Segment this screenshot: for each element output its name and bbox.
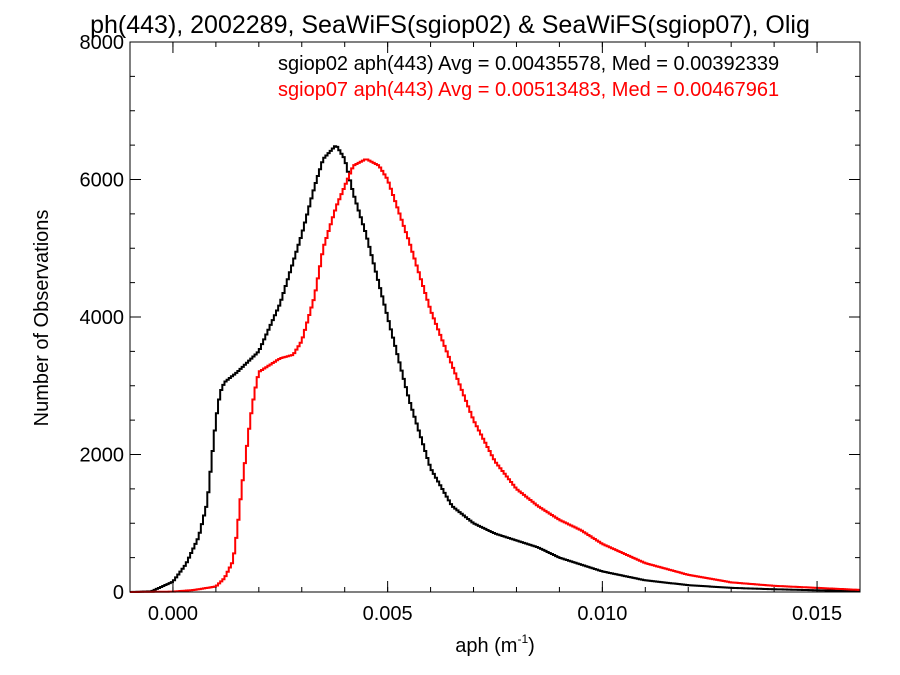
y-tick-label: 2000: [80, 445, 125, 467]
x-axis-label-superscript: -1: [517, 632, 528, 646]
series-line-2: [130, 158, 860, 593]
y-tick-label: 4000: [80, 307, 125, 329]
series-layer: [130, 145, 860, 593]
x-tick-label: 0.005: [363, 603, 413, 625]
x-axis-label-close: ): [528, 635, 535, 657]
y-axis-label: Number of Observations: [31, 210, 53, 427]
y-tick-label: 8000: [80, 32, 125, 54]
legend-entry-sgiop07: sgiop07 aph(443) Avg = 0.00513483, Med =…: [278, 79, 779, 101]
x-axis-label: aph (m-1): [455, 632, 535, 657]
series-line-1: [130, 145, 860, 593]
y-tick-label: 6000: [80, 170, 125, 192]
x-tick-label: 0.010: [577, 603, 627, 625]
axes-layer: 0.000 0.005 0.010 0.015 0 2000 4000 6000 8000: [80, 32, 861, 625]
x-axis-label-main: aph (m: [455, 635, 517, 657]
y-tick-label: 0: [113, 582, 124, 604]
chart-title: ph(443), 2002289, SeaWiFS(sgiop02) & Sea…: [90, 11, 810, 39]
x-tick-label: 0.015: [792, 603, 842, 625]
legend-entry-sgiop02: sgiop02 aph(443) Avg = 0.00435578, Med =…: [278, 53, 779, 75]
x-tick-label: 0.000: [148, 603, 198, 625]
